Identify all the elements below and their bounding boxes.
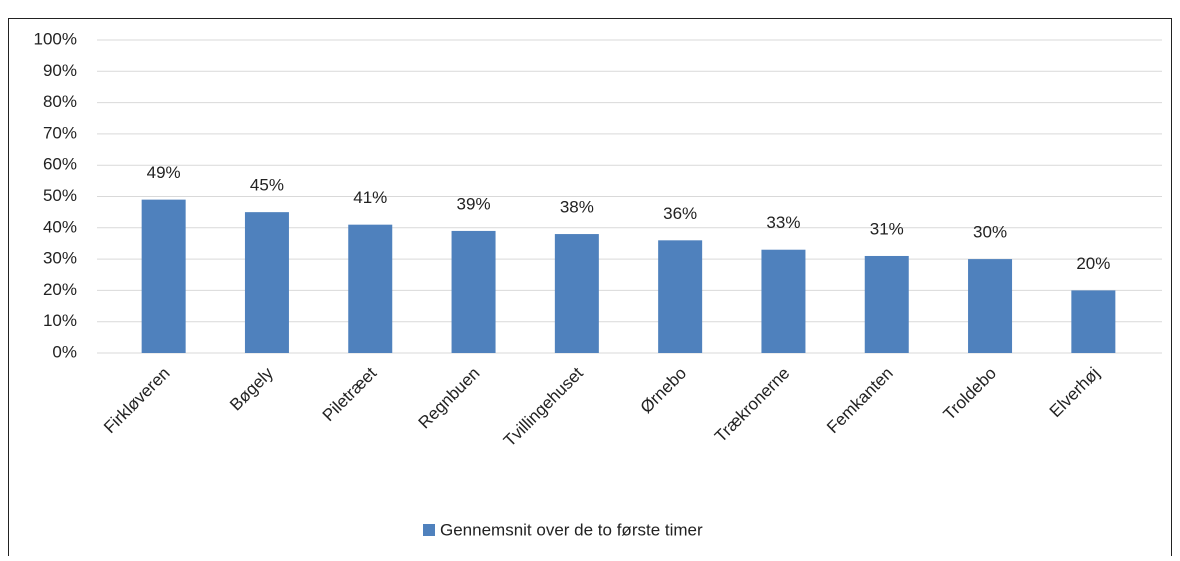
data-label: 20% <box>1076 254 1110 273</box>
bar <box>451 230 496 353</box>
data-label: 45% <box>250 176 284 195</box>
bar <box>864 255 909 353</box>
y-tick-label: 80% <box>43 92 77 111</box>
data-label: 39% <box>457 194 491 213</box>
legend-swatch <box>423 524 435 536</box>
data-label: 41% <box>353 188 387 207</box>
legend-label: Gennemsnit over de to første timer <box>440 520 703 539</box>
bar <box>968 259 1013 353</box>
bar <box>761 249 806 353</box>
bar <box>1071 290 1116 353</box>
data-label: 38% <box>560 198 594 217</box>
bar <box>658 240 703 353</box>
bar <box>244 212 289 353</box>
y-tick-label: 90% <box>43 61 77 80</box>
y-tick-label: 20% <box>43 280 77 299</box>
bar <box>141 199 186 353</box>
y-tick-label: 70% <box>43 123 77 142</box>
data-label: 33% <box>766 213 800 232</box>
data-label: 31% <box>870 219 904 238</box>
y-tick-label: 0% <box>52 342 77 361</box>
y-tick-label: 60% <box>43 155 77 174</box>
data-label: 30% <box>973 223 1007 242</box>
data-label: 49% <box>147 163 181 182</box>
y-tick-label: 100% <box>34 29 77 48</box>
bar <box>554 234 599 353</box>
y-tick-label: 10% <box>43 311 77 330</box>
y-tick-label: 30% <box>43 249 77 268</box>
data-label: 36% <box>663 204 697 223</box>
y-tick-label: 50% <box>43 186 77 205</box>
bar <box>348 224 393 353</box>
y-tick-label: 40% <box>43 217 77 236</box>
